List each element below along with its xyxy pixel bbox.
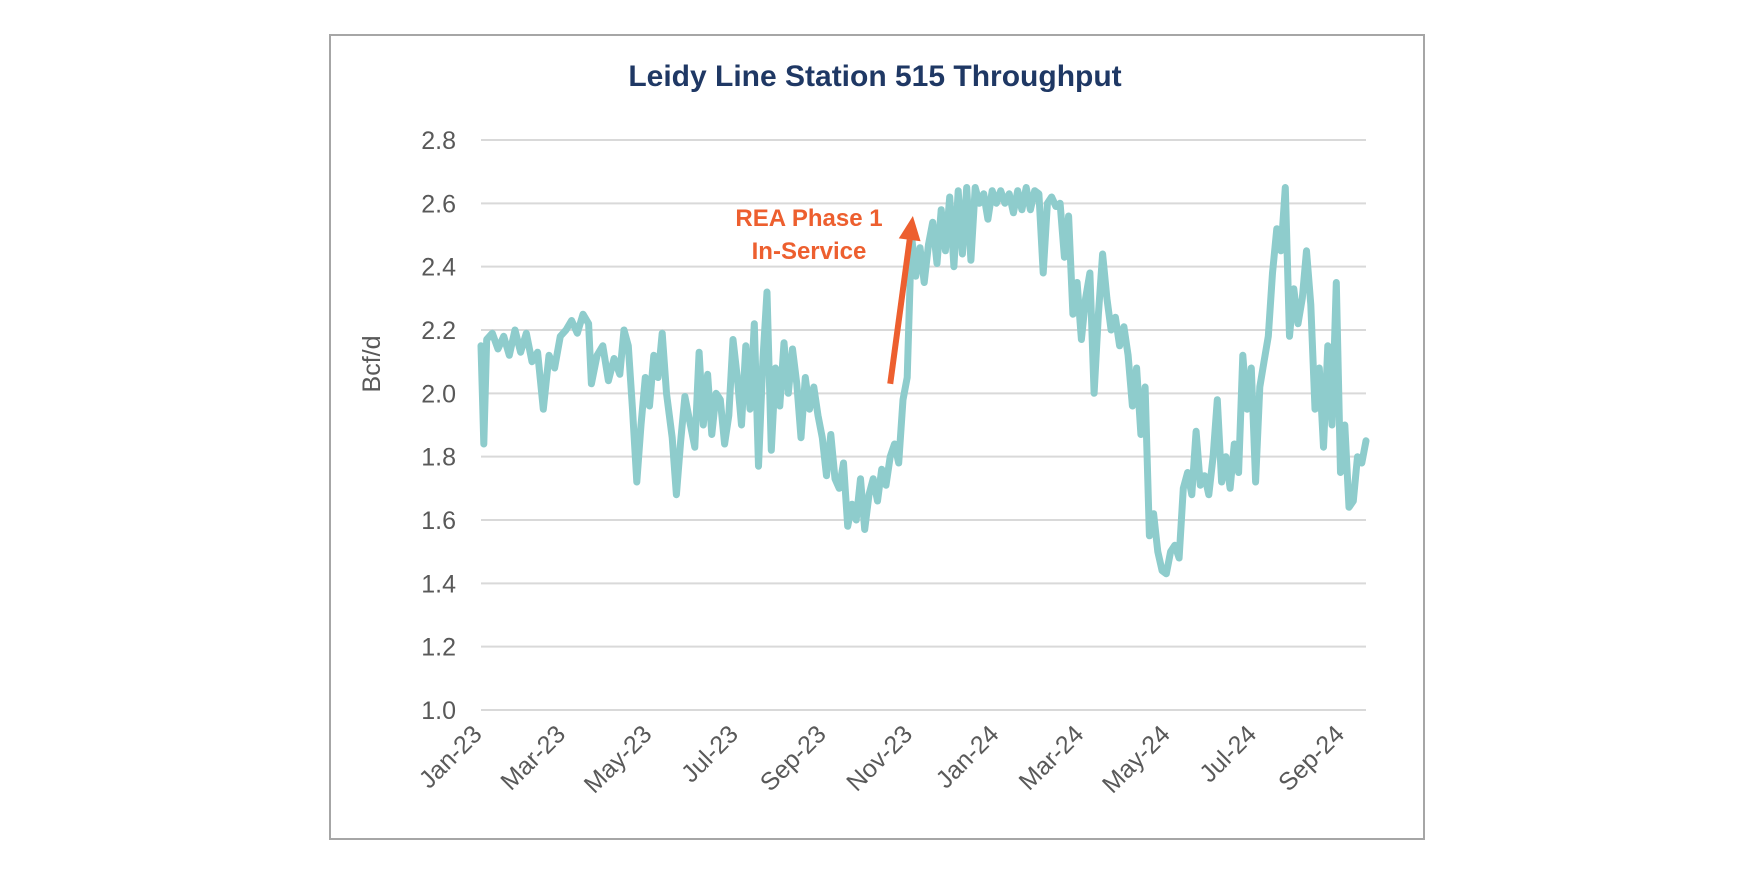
annotation: REA Phase 1 In-Service xyxy=(735,205,921,385)
y-tick-label: 2.0 xyxy=(421,380,456,408)
y-tick-label: 2.4 xyxy=(421,254,456,282)
x-tick-label: Jul-24 xyxy=(1194,720,1262,788)
series-group xyxy=(477,184,1370,578)
y-tick-label: 1.4 xyxy=(421,570,456,598)
y-tick-label: 1.2 xyxy=(421,634,456,662)
gridlines xyxy=(481,139,1366,711)
y-axis-ticks: 1.0 1.2 1.4 1.6 1.8 2.0 2.2 2.4 2.6 2.8 xyxy=(421,127,456,725)
y-tick-label: 2.6 xyxy=(421,190,456,218)
series-line xyxy=(477,184,1370,578)
y-tick-label: 2.8 xyxy=(421,127,456,155)
y-tick-label: 2.2 xyxy=(421,317,456,345)
y-axis-label: Bcf/d xyxy=(358,336,386,393)
x-tick-label: Mar-23 xyxy=(495,720,571,796)
x-tick-label: Jul-23 xyxy=(676,720,744,788)
x-tick-label: Mar-24 xyxy=(1014,720,1090,796)
annotation-arrow-head xyxy=(898,216,921,242)
x-tick-label: May-24 xyxy=(1097,720,1176,799)
y-tick-label: 1.8 xyxy=(421,444,456,472)
annotation-text: REA Phase 1 xyxy=(735,205,882,232)
x-axis-ticks: Jan-23 Mar-23 May-23 Jul-23 Sep-23 Nov-23 Jan-… xyxy=(414,720,1350,799)
annotation-arrow-shaft xyxy=(887,239,913,385)
x-tick-label: Jan-23 xyxy=(414,720,488,794)
y-tick-label: 1.6 xyxy=(421,507,456,535)
chart-title: Leidy Line Station 515 Throughput xyxy=(628,60,1122,93)
x-tick-label: May-23 xyxy=(579,720,658,799)
x-tick-label: Sep-24 xyxy=(1273,720,1350,797)
y-tick-label: 1.0 xyxy=(421,697,456,725)
annotation-text: In-Service xyxy=(752,238,867,265)
x-tick-label: Jan-24 xyxy=(931,720,1005,794)
x-tick-label: Sep-23 xyxy=(755,720,832,797)
x-tick-label: Nov-23 xyxy=(841,720,918,797)
